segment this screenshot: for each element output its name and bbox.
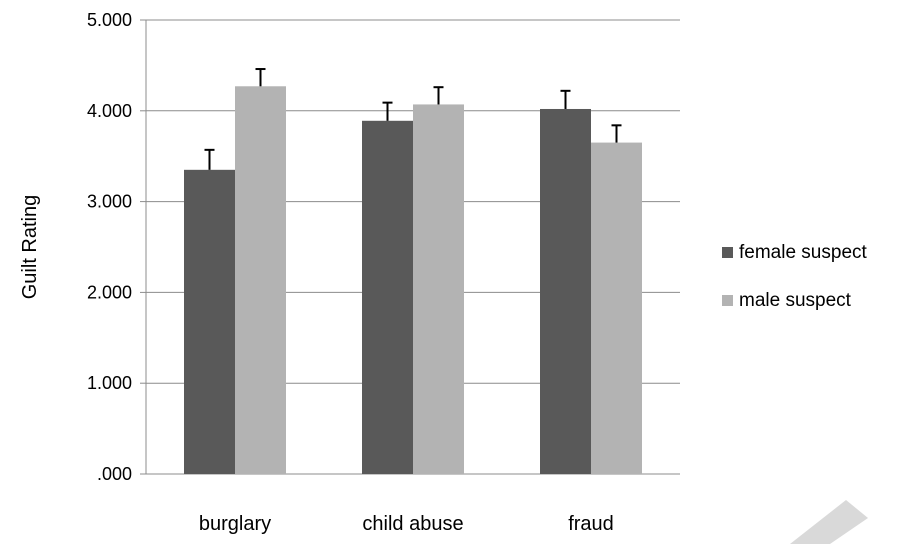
bar-male-0 (235, 86, 286, 474)
y-tick-label: 4.000 (87, 101, 132, 121)
y-tick-label: 1.000 (87, 373, 132, 393)
bar-female-1 (362, 120, 413, 475)
bars (184, 86, 642, 475)
y-axis-title: Guilt Rating (19, 195, 41, 300)
category-label: burglary (199, 513, 271, 535)
legend-label: female suspect (739, 242, 868, 263)
legend-label: male suspect (739, 290, 852, 311)
corner-watermark-shape (790, 500, 868, 544)
error-bars (204, 68, 622, 170)
y-tick-label: 2.000 (87, 282, 132, 302)
y-tick-label: .000 (97, 464, 132, 484)
bar-male-1 (413, 104, 464, 474)
legend: female suspect male suspect (722, 242, 868, 311)
category-label: child abuse (362, 513, 463, 535)
bar-female-0 (184, 169, 235, 474)
legend-swatch-male (722, 295, 733, 306)
legend-swatch-female (722, 247, 733, 258)
category-label: fraud (568, 513, 614, 535)
y-tick-label: 5.000 (87, 10, 132, 30)
y-tick-labels: .000 1.000 2.000 3.000 4.000 5.000 (87, 10, 132, 484)
y-tick-label: 3.000 (87, 192, 132, 212)
category-labels: burglary child abuse fraud (199, 513, 614, 535)
bar-male-2 (591, 142, 642, 474)
bar-female-2 (540, 108, 591, 474)
